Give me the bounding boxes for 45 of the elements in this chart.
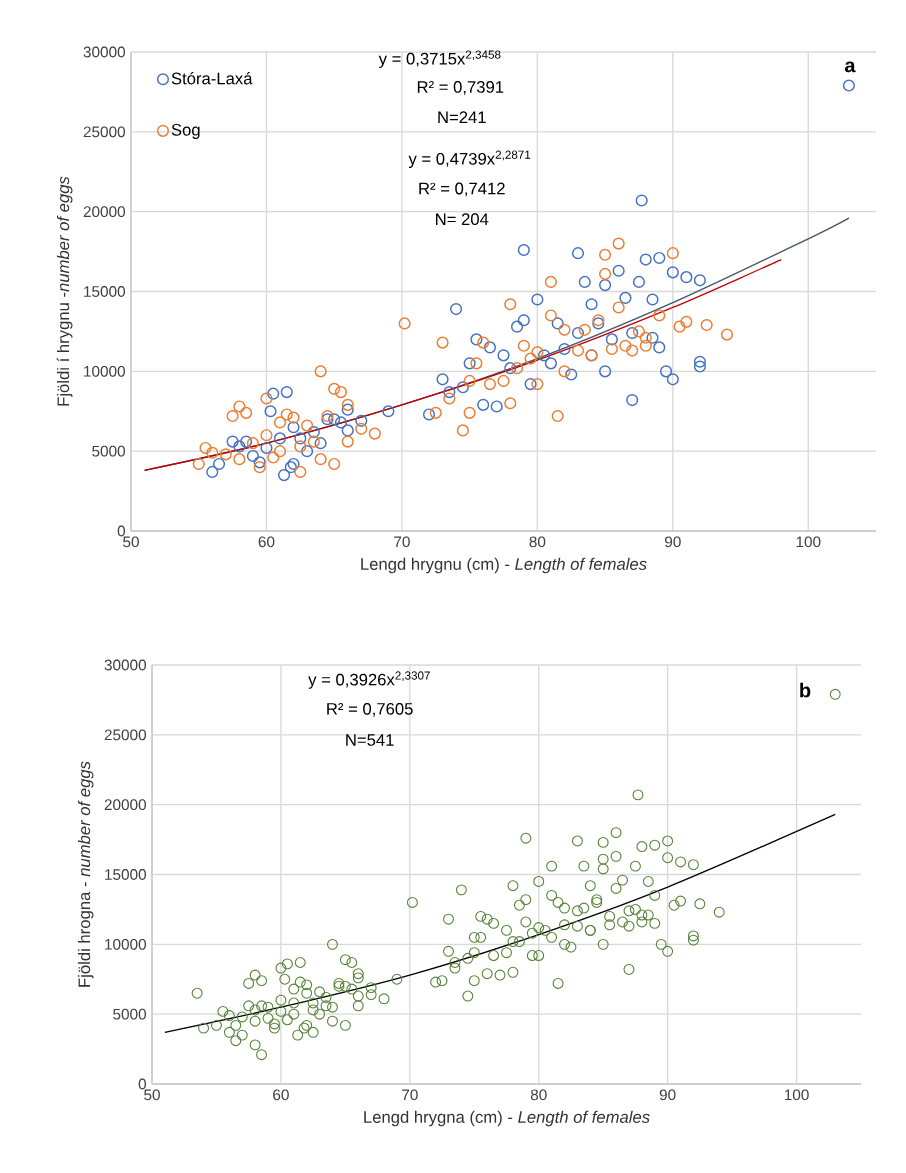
annotation: R² = 0,7391 xyxy=(417,81,504,95)
y-tick-label: 5000 xyxy=(113,1008,147,1020)
y-tick-label: 25000 xyxy=(83,126,126,138)
annotation: y = 0,3715x$^{2,3458}$ xyxy=(378,50,501,68)
x-tick-label: 90 xyxy=(665,536,681,548)
legend-label: Sog xyxy=(171,123,200,139)
x-tick-label: 100 xyxy=(796,536,821,548)
y-tick-label: 10000 xyxy=(84,365,126,377)
y-axis-title: Fjöldi hrogna - number of eggs xyxy=(77,761,94,987)
x-tick-label: 80 xyxy=(530,1089,547,1101)
y-tick-label: 10000 xyxy=(105,938,147,950)
x-axis-title: Lengd hrygnu (cm) - Length of females xyxy=(361,557,647,574)
y-tick-label: 15000 xyxy=(105,869,147,880)
annotation: N=241 xyxy=(438,111,486,123)
annotation: b xyxy=(800,682,811,698)
annotation: R² = 0,7605 xyxy=(327,702,413,717)
x-tick-label: 70 xyxy=(402,1089,418,1101)
annotation: a xyxy=(844,61,856,73)
annotation: N= 204 xyxy=(436,213,489,226)
x-tick-label: 50 xyxy=(144,1089,160,1101)
y-tick-label: 15000 xyxy=(84,286,126,297)
x-tick-label: 60 xyxy=(273,1089,289,1101)
x-tick-label: 90 xyxy=(659,1089,676,1101)
x-tick-label: 80 xyxy=(529,536,546,548)
y-tick-label: 5000 xyxy=(92,445,126,457)
y-tick-label: 30000 xyxy=(83,46,126,58)
y-tick-label: 20000 xyxy=(83,206,126,218)
x-axis-title: Lengd hrygna (cm) - Length of females xyxy=(364,1110,650,1127)
line-series xyxy=(164,813,836,1033)
y-tick-label: 30000 xyxy=(104,659,147,671)
annotation: N=541 xyxy=(346,734,394,746)
x-tick-label: 60 xyxy=(258,536,275,548)
y-axis-title: Fjöldi í hrygnu -number of eggs xyxy=(56,176,73,406)
annotation: y = 0,3926x$^{2,3307}$ xyxy=(308,671,430,689)
x-tick-label: 70 xyxy=(394,536,410,548)
y-tick-label: 0 xyxy=(117,525,126,537)
line-series xyxy=(143,258,782,471)
y-tick-label: 20000 xyxy=(104,799,147,811)
y-tick-label: 0 xyxy=(138,1078,147,1090)
annotation: y = 0,4739x$^{2,2871}$ xyxy=(408,150,531,168)
x-tick-label: 100 xyxy=(784,1089,809,1101)
annotation: R² = 0,7412 xyxy=(419,182,505,197)
legend-label: Stóra-Laxá xyxy=(171,71,253,85)
x-tick-label: 50 xyxy=(123,536,139,548)
y-tick-label: 25000 xyxy=(104,729,147,741)
